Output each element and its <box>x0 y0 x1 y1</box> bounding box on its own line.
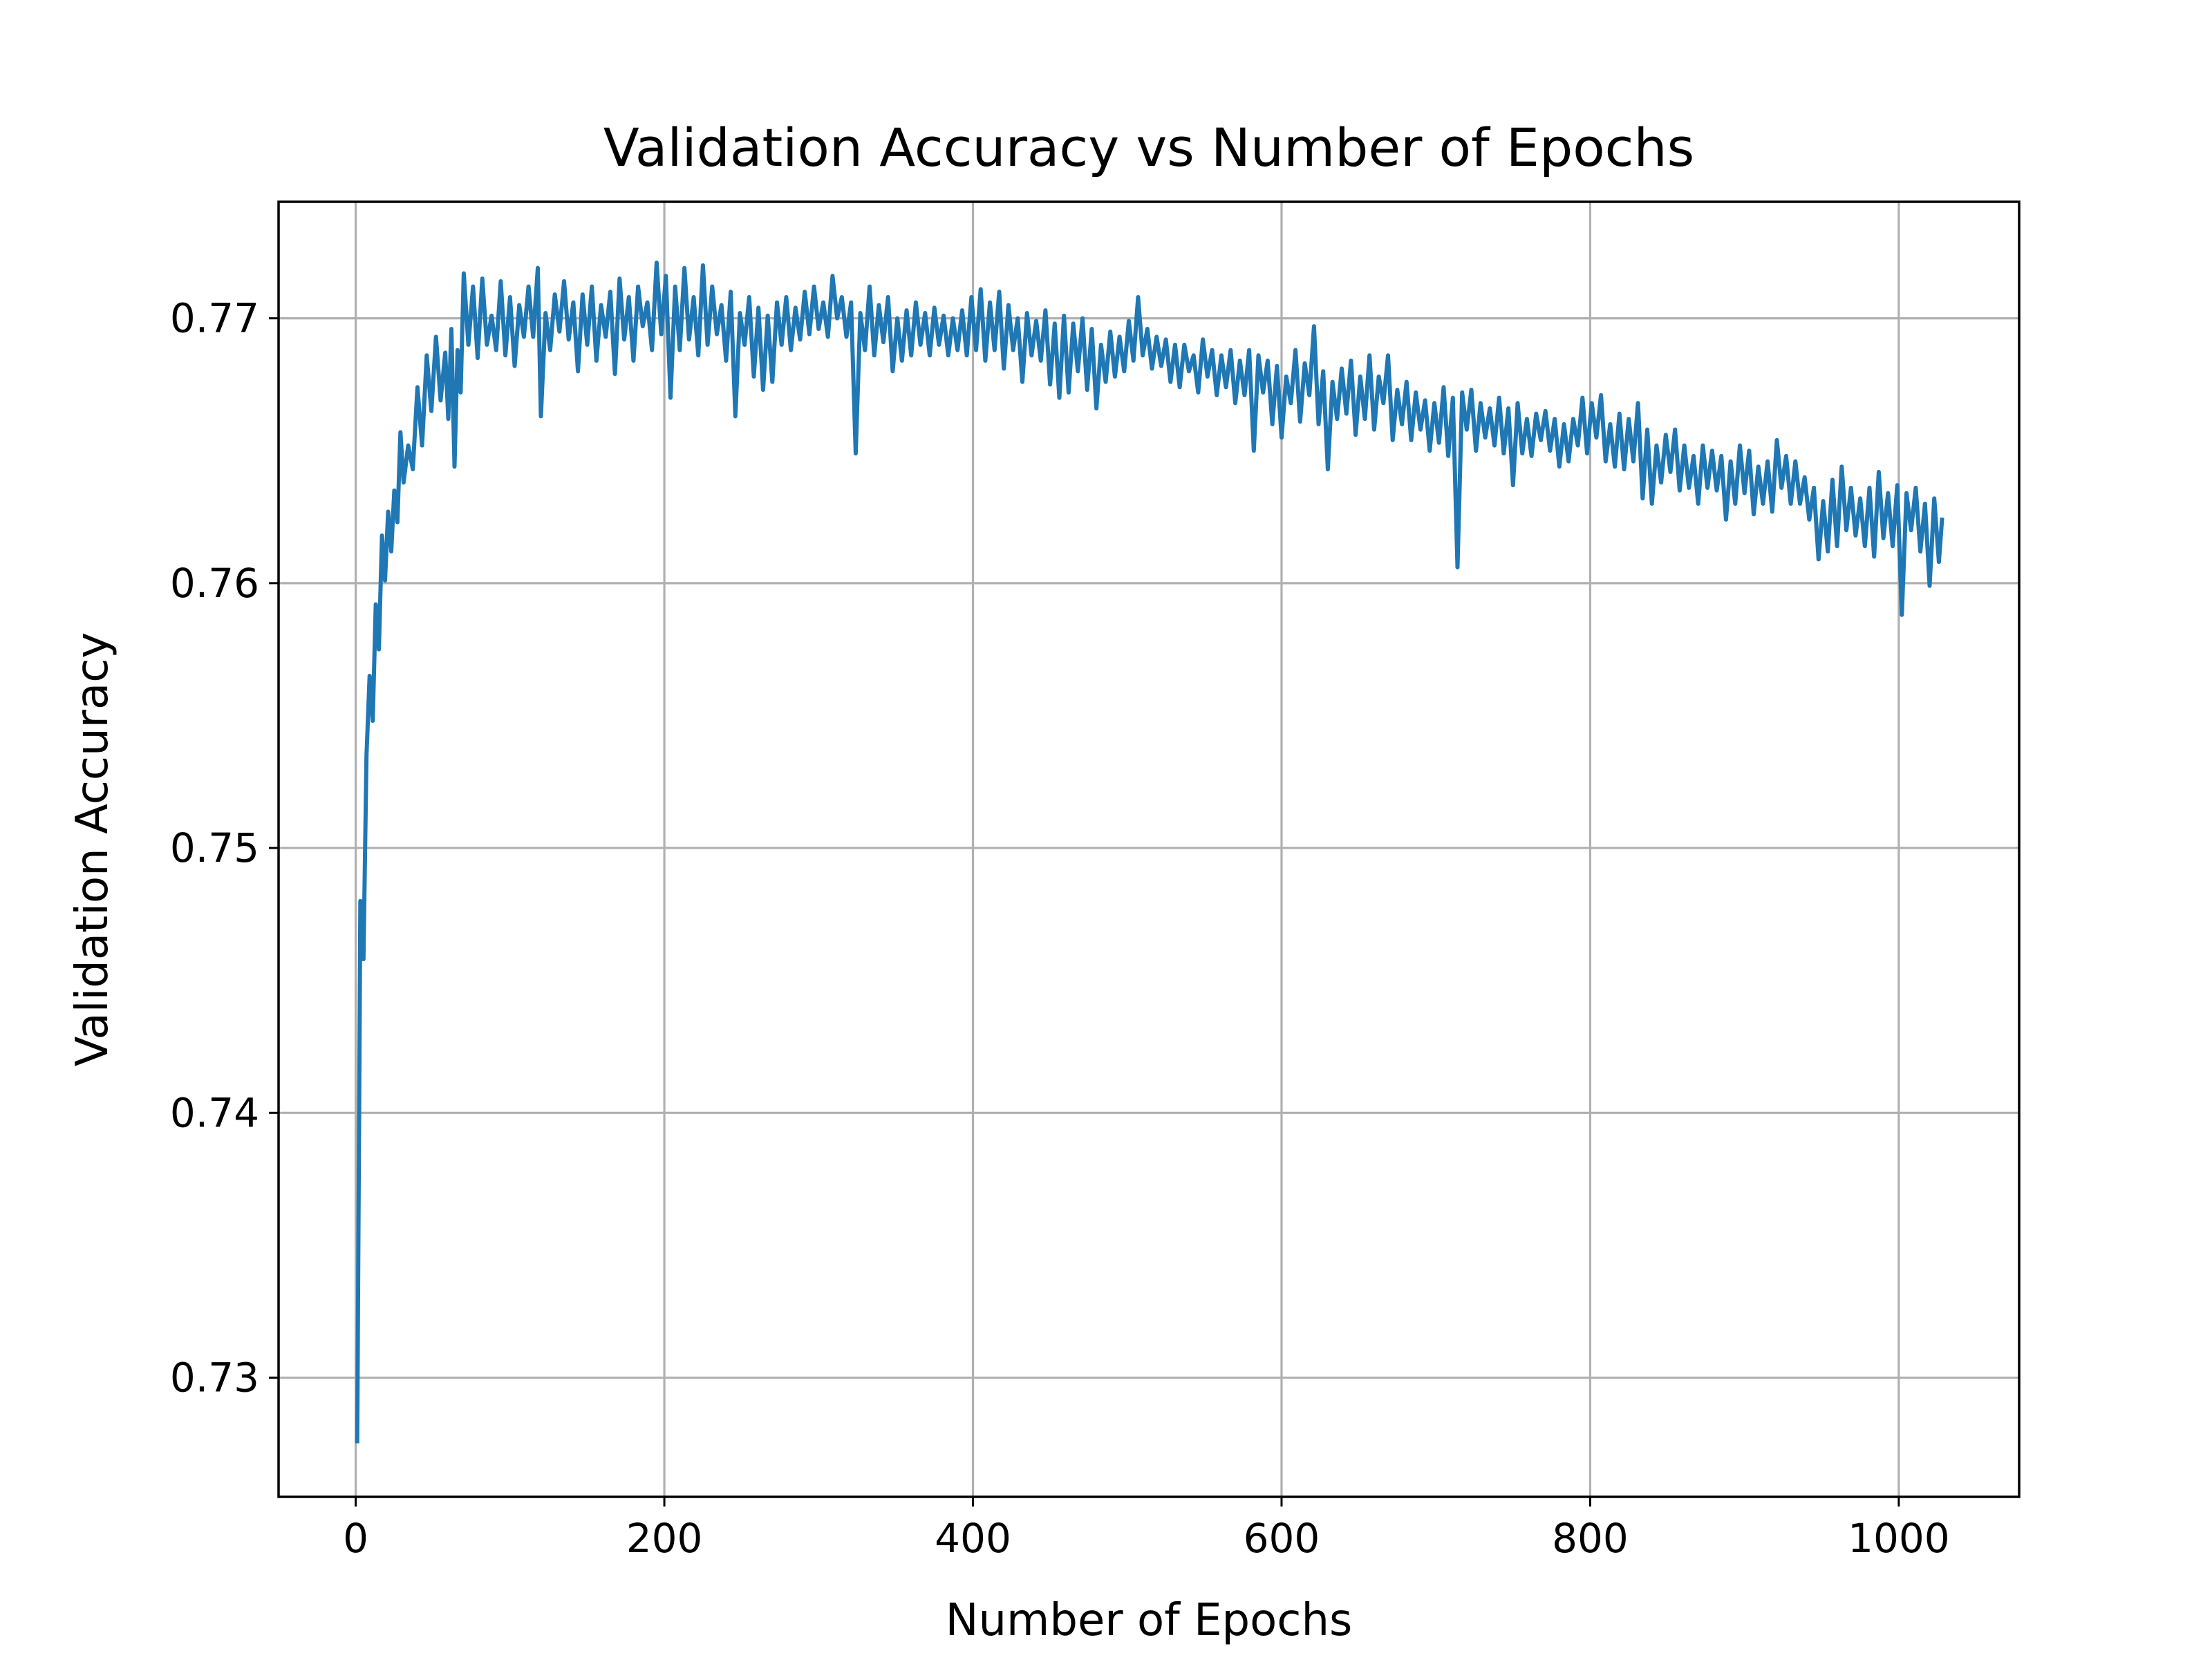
series-line <box>355 261 1944 1444</box>
x-tick-label: 1000 <box>1848 1515 1950 1562</box>
y-tick-label: 0.77 <box>170 295 259 342</box>
y-tick-label: 0.73 <box>170 1354 259 1401</box>
x-tick-label: 200 <box>626 1515 703 1562</box>
tick-layer: 0 200 400 600 800 1000 0.73 0.74 0.75 0.76 0.77 <box>170 295 1950 1562</box>
y-tick-label: 0.74 <box>170 1089 259 1136</box>
x-tick-label: 400 <box>935 1515 1011 1562</box>
y-tick-label: 0.75 <box>170 824 259 871</box>
chart-title: Validation Accuracy vs Number of Epochs <box>603 117 1694 178</box>
x-axis-label: Number of Epochs <box>946 1595 1353 1646</box>
data-layer <box>355 261 1944 1444</box>
y-axis-label: Validation Accuracy <box>67 632 118 1067</box>
x-tick-label: 0 <box>343 1515 368 1562</box>
x-tick-label: 800 <box>1552 1515 1629 1562</box>
axes-frame <box>277 200 2021 1498</box>
x-tick-label: 600 <box>1244 1515 1320 1562</box>
y-tick-label: 0.76 <box>170 560 259 607</box>
